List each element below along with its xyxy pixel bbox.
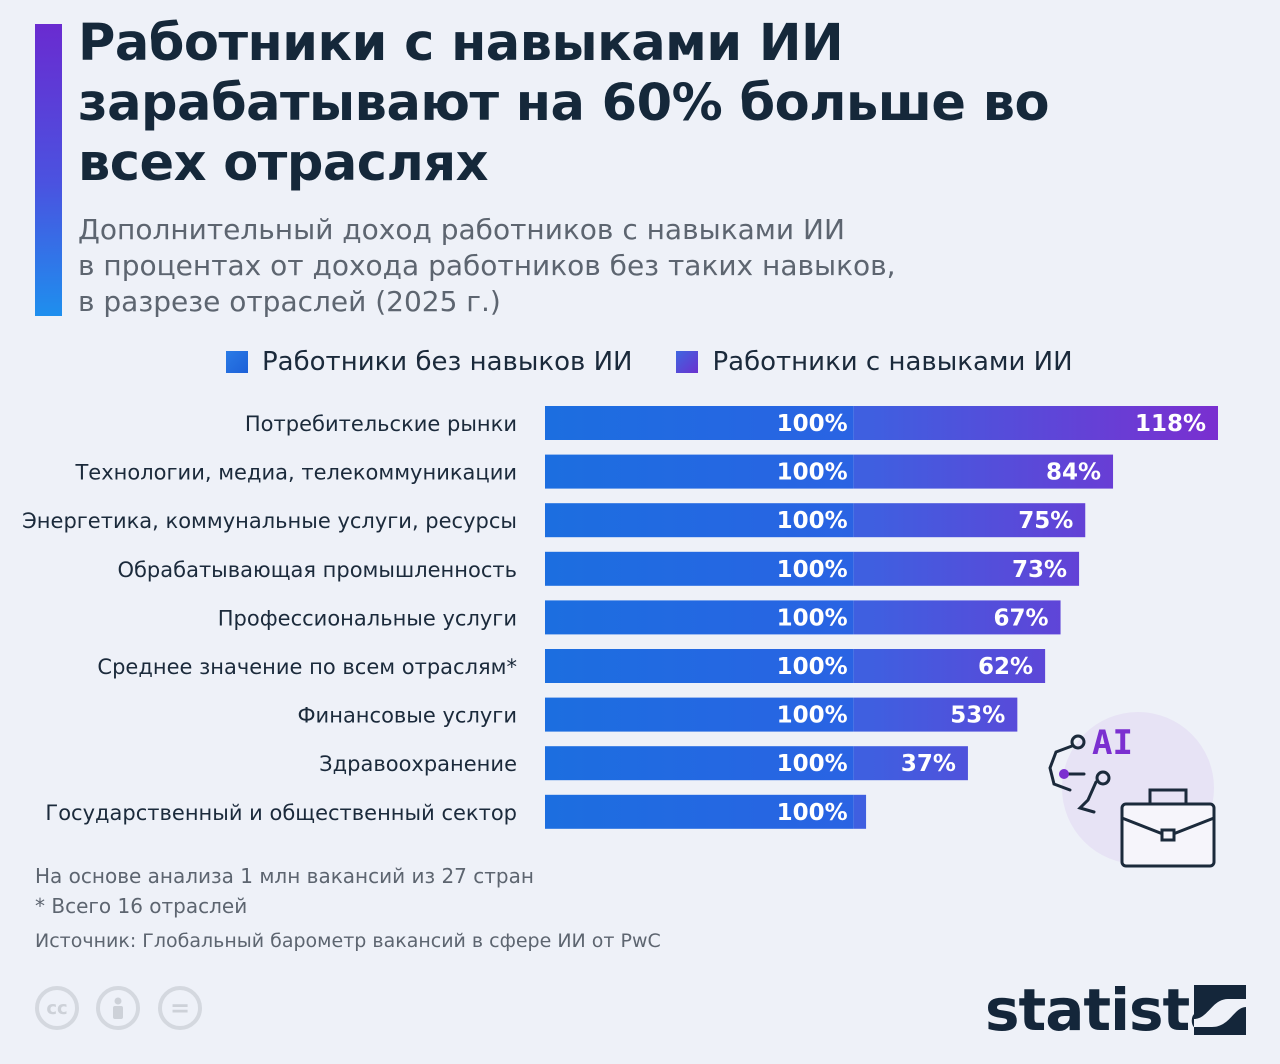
value-label-without-ai: 100% — [777, 800, 848, 826]
statista-logo-icon — [1194, 985, 1246, 1035]
value-label-without-ai: 100% — [777, 605, 848, 631]
bars-group: Потребительские рынки 100% 118% Технологии,… — [22, 406, 1218, 829]
cc-license-icon[interactable]: cc — [35, 986, 79, 1030]
value-label-without-ai: 100% — [777, 460, 848, 486]
note-basis: На основе анализа 1 млн вакансий из 27 с… — [35, 864, 534, 888]
subtitle-line-3: в разрезе отраслей (2025 г.) — [78, 285, 501, 318]
bar-with-ai — [853, 503, 1086, 538]
value-label-without-ai: 100% — [777, 557, 848, 583]
circuit-head-icon — [1048, 734, 1111, 814]
value-label-with-ai: 73% — [1012, 557, 1067, 583]
legend-swatch-with-ai — [676, 351, 699, 373]
value-label-without-ai: 100% — [777, 751, 848, 777]
legend-swatch-without-ai — [226, 351, 248, 373]
bar-with-ai — [853, 551, 1080, 586]
legend-item-without-ai: Работники без навыков ИИ — [226, 347, 632, 377]
bar-without-ai — [545, 649, 854, 683]
legend-label-with-ai: Работники с навыками ИИ — [712, 347, 1073, 377]
category-label: Обрабатывающая промышленность — [117, 558, 517, 582]
bar-chart: Потребительские рынки 100% 118% Технологии,… — [22, 406, 1218, 829]
subtitle-line-1: Дополнительный доход работников с навыка… — [78, 213, 845, 246]
no-derivatives-icon[interactable]: = — [158, 986, 202, 1030]
attribution-person-icon[interactable] — [96, 986, 140, 1030]
bar-with-ai — [853, 697, 1018, 732]
value-label-without-ai: 100% — [777, 508, 848, 534]
value-label-with-ai: 62% — [978, 654, 1033, 680]
bar-without-ai — [545, 746, 854, 781]
chart-subtitle: Дополнительный доход работников с навыка… — [78, 212, 978, 320]
subtitle-line-2: в процентах от дохода работников без так… — [78, 249, 896, 282]
category-label: Среднее значение по всем отраслям* — [97, 655, 517, 679]
bar-with-ai — [853, 406, 1218, 440]
value-label-with-ai: 84% — [1046, 460, 1101, 486]
ai-text: AI — [1092, 723, 1133, 763]
bar-with-ai — [853, 794, 867, 829]
category-label: Потребительские рынки — [245, 412, 517, 436]
briefcase-icon — [1120, 788, 1216, 868]
category-label: Энергетика, коммунальные услуги, ресурсы — [22, 509, 517, 533]
value-label-without-ai: 100% — [777, 654, 848, 680]
value-label-with-ai: 37% — [901, 751, 956, 777]
category-label: Государственный и общественный сектор — [45, 801, 517, 825]
bar-without-ai — [545, 697, 854, 732]
legend-label-without-ai: Работники без навыков ИИ — [262, 347, 633, 377]
category-label: Технологии, медиа, телекоммуникации — [74, 461, 517, 485]
value-label-with-ai: 53% — [950, 703, 1005, 729]
accent-bar — [35, 24, 62, 316]
category-label: Профессиональные услуги — [218, 606, 517, 630]
bar-with-ai — [853, 746, 968, 781]
chart-title: Работники с навыками ИИ зарабатывают на … — [78, 14, 1050, 193]
value-label-without-ai: 100% — [777, 411, 848, 437]
statista-logo-text[interactable]: statista — [985, 976, 1228, 1044]
bar-without-ai — [545, 454, 854, 489]
bar-without-ai — [545, 600, 854, 635]
note-footnote: * Всего 16 отраслей — [35, 894, 248, 918]
ai-briefcase-illustration: AI — [1048, 712, 1216, 868]
bar-without-ai — [545, 794, 854, 829]
category-label: Здравоохранение — [319, 752, 517, 776]
value-label-with-ai: 118% — [1135, 411, 1206, 437]
bar-with-ai — [853, 454, 1114, 489]
source-note: Источник: Глобальный барометр вакансий в… — [35, 930, 661, 952]
bar-without-ai — [545, 406, 854, 440]
category-label: Финансовые услуги — [297, 704, 517, 728]
legend: Работники без навыков ИИ Работники с нав… — [226, 342, 1117, 382]
bar-without-ai — [545, 503, 854, 538]
value-label-with-ai: 67% — [993, 605, 1048, 631]
value-label-without-ai: 100% — [777, 703, 848, 729]
value-label-with-ai: 75% — [1018, 508, 1073, 534]
bar-without-ai — [545, 551, 854, 586]
legend-item-with-ai: Работники с навыками ИИ — [676, 347, 1073, 377]
bar-with-ai — [853, 600, 1061, 635]
bar-with-ai — [853, 649, 1046, 683]
